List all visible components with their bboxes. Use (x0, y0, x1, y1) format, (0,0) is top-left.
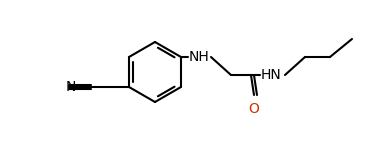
Text: NH: NH (189, 50, 210, 64)
Text: N: N (66, 80, 76, 94)
Text: HN: HN (261, 68, 282, 82)
Text: O: O (248, 102, 259, 116)
